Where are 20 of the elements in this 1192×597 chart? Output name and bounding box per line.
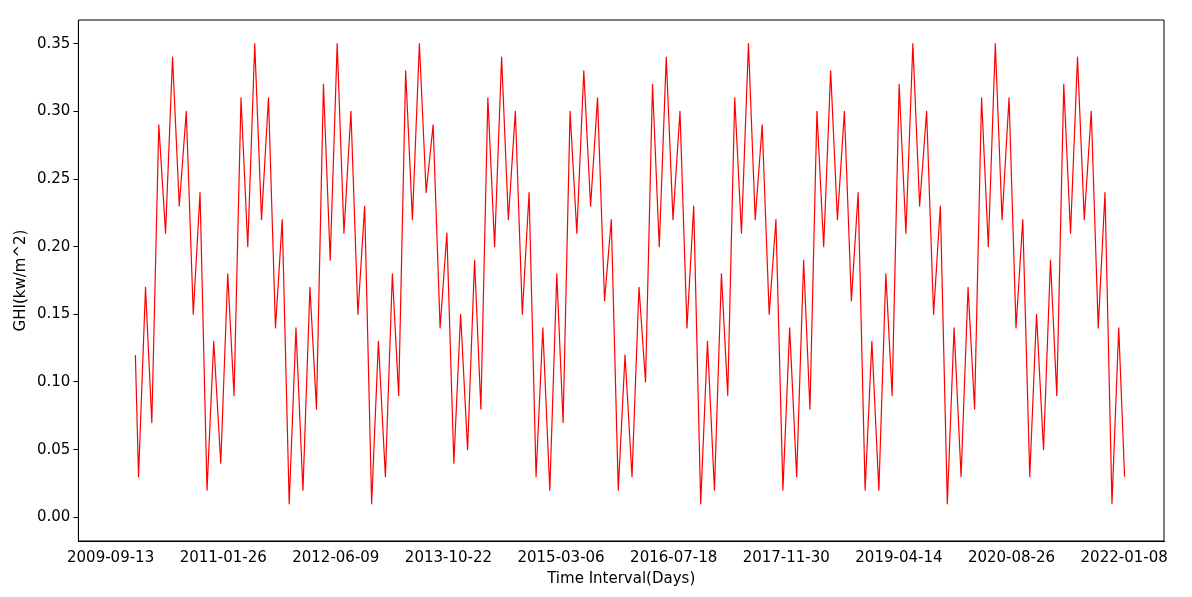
y-tick-label: 0.25 bbox=[36, 168, 71, 187]
x-tick-label: 2022-01-08 bbox=[1080, 547, 1168, 566]
x-tick-label: 2019-04-14 bbox=[855, 547, 943, 566]
y-tick-label: 0.05 bbox=[36, 439, 71, 458]
x-tick-label: 2020-08-26 bbox=[967, 547, 1056, 566]
y-tick-label: 0.15 bbox=[36, 304, 71, 323]
x-tick-label: 2009-09-13 bbox=[67, 547, 155, 566]
y-axis-title: GHI(kw/m^2) bbox=[10, 229, 29, 332]
x-axis-title: Time Interval(Days) bbox=[546, 568, 696, 587]
y-tick-label: 0.10 bbox=[36, 371, 71, 390]
x-tick-label: 2016-07-18 bbox=[630, 547, 718, 566]
x-tick-label: 2011-01-26 bbox=[179, 547, 267, 566]
x-tick-label: 2015-03-06 bbox=[517, 547, 605, 566]
y-tick-label: 0.20 bbox=[36, 236, 71, 255]
y-tick-label: 0.30 bbox=[36, 101, 71, 120]
y-tick-label: 0.35 bbox=[36, 33, 71, 52]
y-tick-label: 0.00 bbox=[36, 507, 71, 526]
x-tick-label: 2013-10-22 bbox=[404, 547, 493, 566]
x-tick-label: 2012-06-09 bbox=[292, 547, 380, 566]
x-tick-label: 2017-11-30 bbox=[742, 547, 830, 566]
